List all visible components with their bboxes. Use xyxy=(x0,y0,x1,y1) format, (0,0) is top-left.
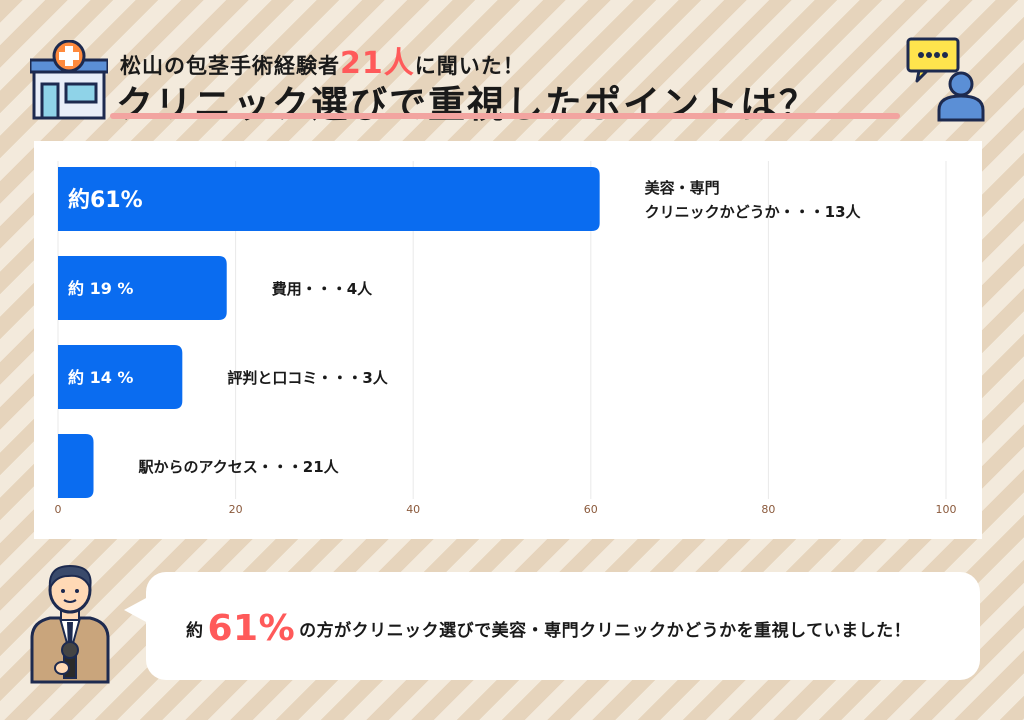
title-underline xyxy=(110,113,900,119)
summary-value: 61% xyxy=(207,608,296,649)
news-presenter-icon xyxy=(30,564,110,684)
x-tick-label: 0 xyxy=(55,503,62,516)
bar xyxy=(58,345,183,409)
subtitle-count: 21人 xyxy=(340,46,415,81)
x-tick-label: 60 xyxy=(584,503,598,516)
person-speech-bubble-icon xyxy=(906,37,985,122)
x-tick-label: 100 xyxy=(936,503,957,516)
x-tick-label: 40 xyxy=(406,503,420,516)
bar-value-label: 約 14 % xyxy=(68,368,133,387)
category-label: 美容・専門 xyxy=(645,179,720,197)
speech-bubble-tail xyxy=(124,597,148,623)
category-label: 駅からのアクセス・・・21人 xyxy=(138,458,340,476)
category-label: クリニックかどうか・・・13人 xyxy=(645,203,862,221)
category-label: 費用・・・4人 xyxy=(272,280,373,298)
page-subtitle: 松山の包茎手術経験者21人に聞いた！ xyxy=(120,46,525,81)
x-tick-label: 80 xyxy=(761,503,775,516)
bar-value-label: 約 19 % xyxy=(68,279,133,298)
bar xyxy=(58,256,227,320)
bar-value-label: 約61% xyxy=(68,187,143,213)
page-title: クリニック選びで重視したポイントは？ xyxy=(116,83,818,126)
chart-panel: 0 20 40 60 80 100 約61% 美容・専門クリニックかどうか・・・13人約 19… xyxy=(34,141,982,539)
bar xyxy=(58,167,600,231)
category-label: 評判と口コミ・・・3人 xyxy=(227,369,388,387)
clinic-building-icon xyxy=(30,40,108,120)
x-tick-label: 20 xyxy=(229,503,243,516)
speech-bubble xyxy=(146,572,980,680)
bar xyxy=(58,434,94,498)
summary-text: 約 61% の方がクリニック選びで美容・専門クリニックかどうかを重視していました！ xyxy=(186,608,912,649)
